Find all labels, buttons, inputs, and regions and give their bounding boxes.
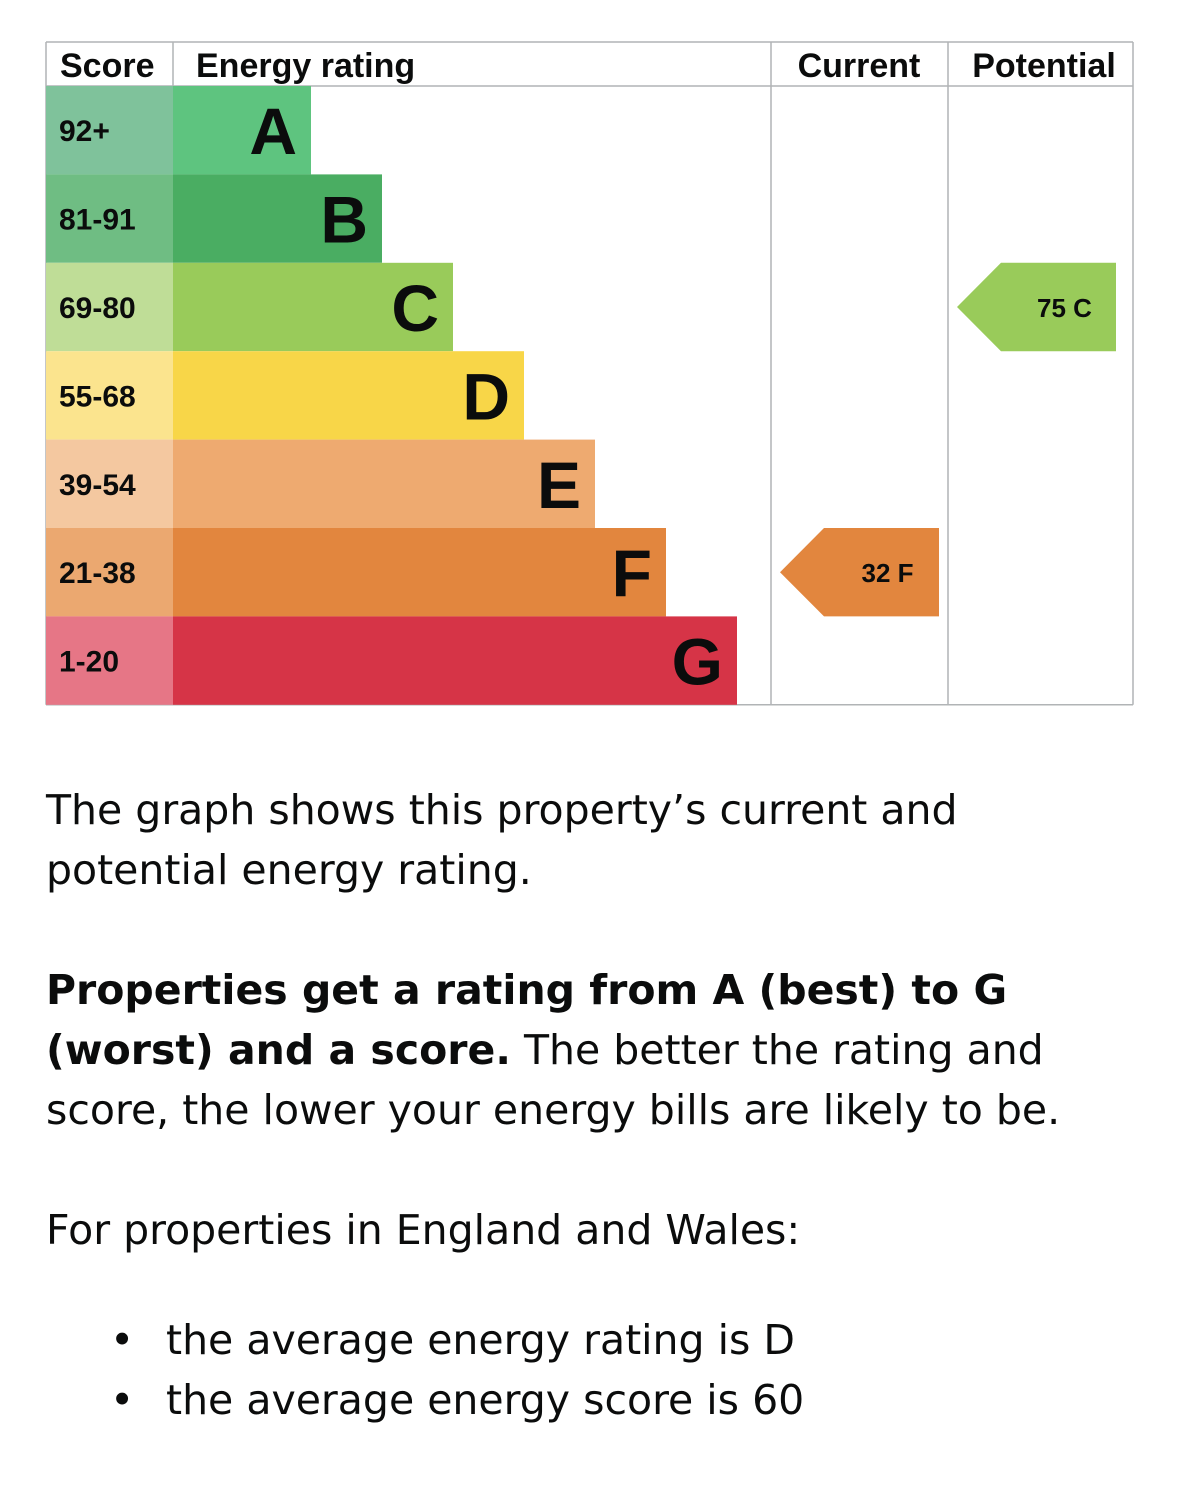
- rating-letter-c: C: [391, 271, 439, 345]
- score-range-label: 1-20: [59, 646, 119, 679]
- rating-letter-g: G: [672, 625, 723, 699]
- rating-bar-e: [173, 439, 595, 528]
- ratings-rest-text: The better the rating and score, the low…: [46, 1026, 1061, 1134]
- score-column: 92+ 81-91 69-80 55-68 39-54 21-38 1-20: [46, 86, 173, 705]
- region-paragraph: For properties in England and Wales:: [46, 1206, 801, 1254]
- current-rating-label: 32 F: [861, 558, 913, 588]
- score-cell: [46, 262, 173, 352]
- rating-bar-b: [173, 174, 382, 263]
- rating-bar-g: [173, 616, 737, 705]
- bullet-icon: •: [110, 1316, 135, 1364]
- score-cell: [46, 174, 173, 263]
- intro-paragraph: The graph shows this property’s current …: [46, 786, 958, 894]
- rating-letter-d: D: [462, 359, 510, 433]
- potential-arrow: [957, 262, 1116, 352]
- score-cell: [46, 351, 173, 440]
- rating-bar-f: [173, 528, 666, 617]
- score-range-label: 81-91: [59, 204, 136, 237]
- rating-arrows: 32 F 75 C: [780, 262, 1116, 617]
- average-score-text: the average energy score is 60: [166, 1376, 805, 1424]
- score-cell: [46, 86, 173, 175]
- score-range-label: 39-54: [59, 469, 136, 502]
- ratings-paragraph: Properties get a rating from A (best) to…: [46, 960, 1146, 1140]
- rating-letter-e: E: [537, 448, 581, 522]
- score-range-label: 21-38: [59, 557, 136, 590]
- rating-bar-c: [173, 262, 453, 352]
- rating-letter-b: B: [320, 183, 368, 257]
- header-energy-rating: Energy rating: [196, 47, 415, 85]
- averages-list: • the average energy rating is D • the ave…: [46, 1310, 804, 1430]
- current-arrow: [780, 528, 939, 617]
- rating-letter-f: F: [612, 536, 652, 610]
- header-score: Score: [60, 47, 155, 85]
- score-range-label: 55-68: [59, 380, 136, 413]
- header-current: Current: [798, 47, 921, 85]
- list-item: • the average energy rating is D: [46, 1310, 804, 1370]
- energy-rating-chart: 92+ 81-91 69-80 55-68 39-54 21-38 1-20 ABCDEFG…: [45, 41, 1134, 706]
- potential-rating-label: 75 C: [1037, 293, 1092, 323]
- ratings-bold-text: Properties get a rating from A (best) to…: [46, 966, 1008, 1074]
- average-rating-text: the average energy rating is D: [166, 1316, 795, 1364]
- score-cell: [46, 616, 173, 705]
- bullet-icon: •: [110, 1376, 135, 1424]
- score-range-label: 69-80: [59, 292, 136, 325]
- list-item: • the average energy score is 60: [46, 1370, 804, 1430]
- score-cell: [46, 439, 173, 528]
- rating-letter-a: A: [249, 94, 297, 168]
- rating-bar-a: [173, 86, 311, 175]
- rating-bar-d: [173, 351, 524, 440]
- score-cell: [46, 528, 173, 617]
- score-range-label: 92+: [59, 115, 110, 148]
- header-potential: Potential: [972, 47, 1116, 85]
